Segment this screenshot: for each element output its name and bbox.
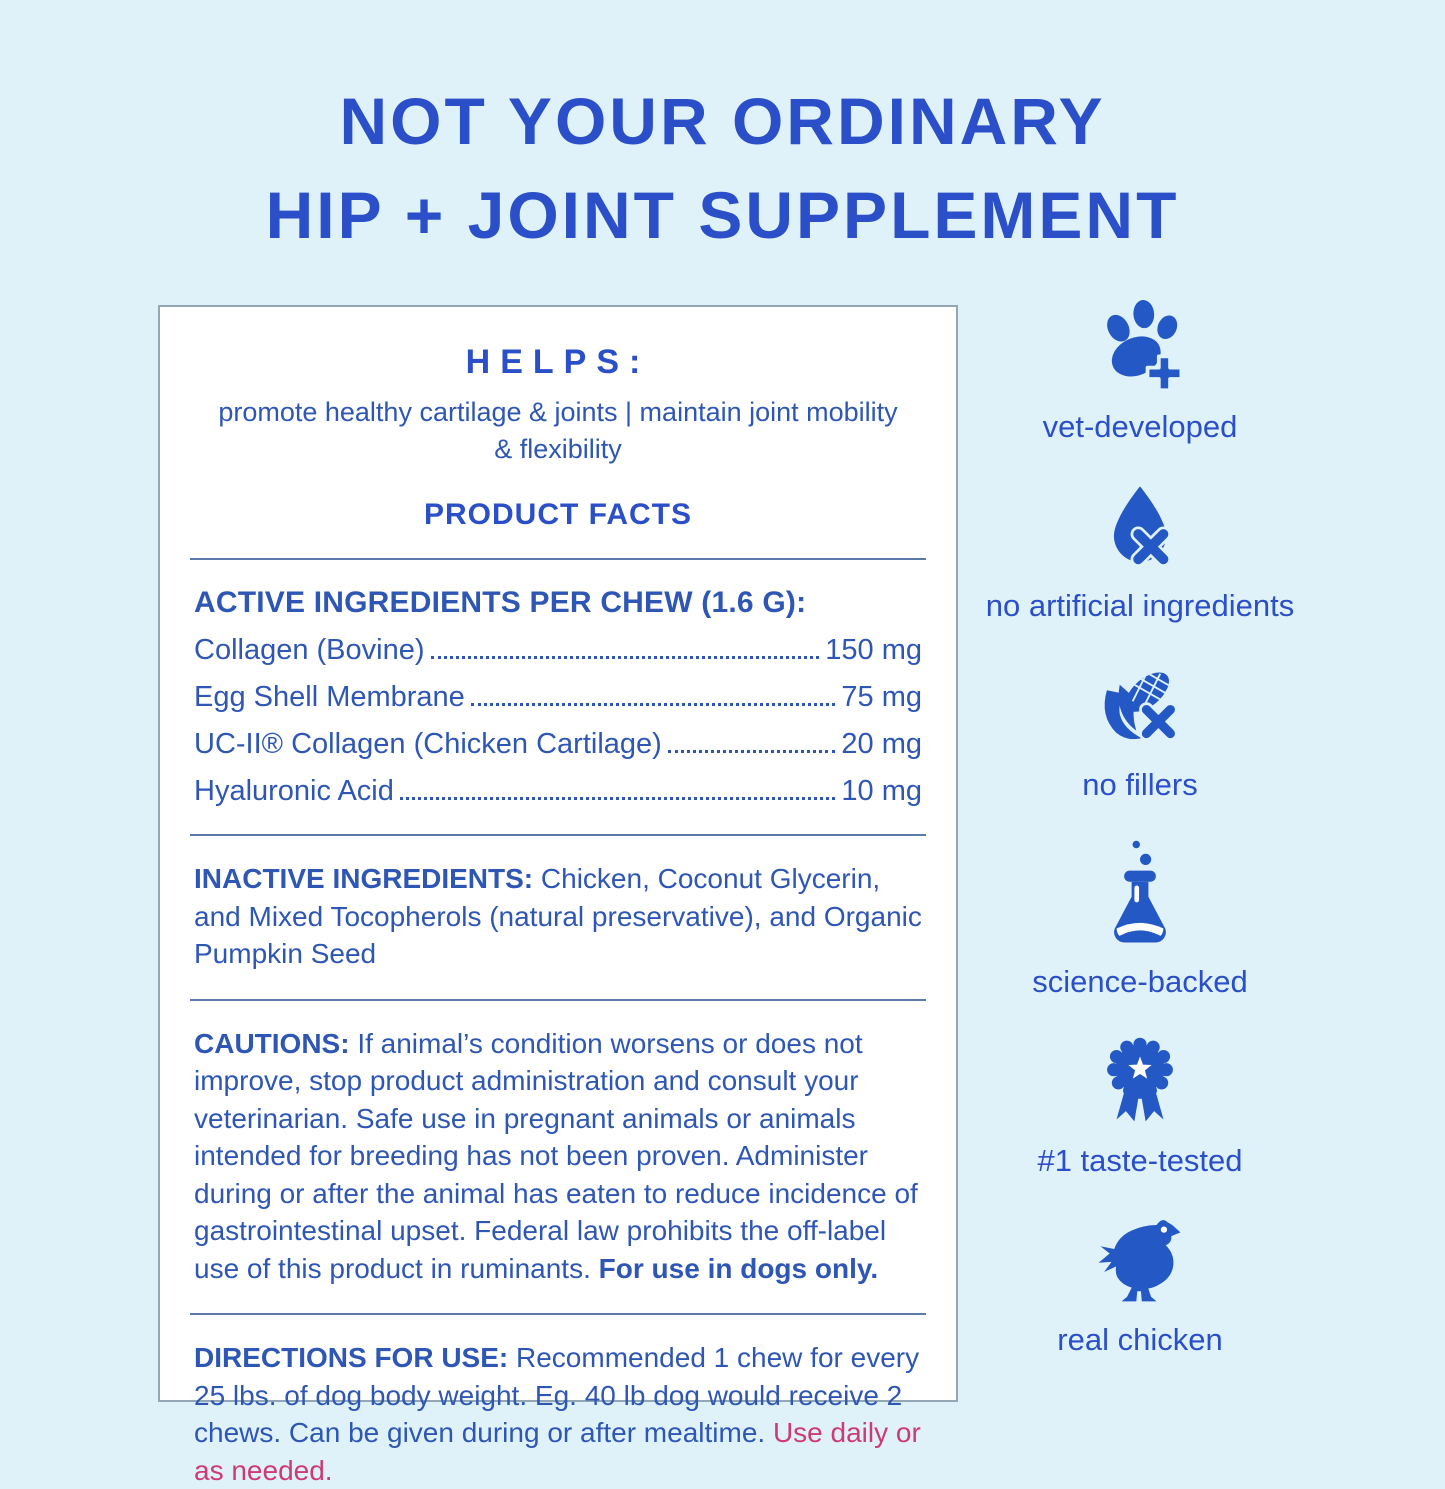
inactive-ingredients-paragraph: INACTIVE INGREDIENTS: Chicken, Coconut G…: [194, 860, 922, 973]
dotted-leader: [430, 656, 820, 659]
directions-text: Recommended 1 chew for every 25 lbs. of …: [194, 1342, 920, 1448]
benefit-science-backed: science-backed: [1032, 837, 1248, 1001]
ingredient-row: Collagen (Bovine) 150 mg: [194, 634, 922, 667]
active-ingredients-list: Collagen (Bovine) 150 mg Egg Shell Membr…: [194, 634, 922, 808]
ingredient-name: Egg Shell Membrane: [194, 681, 465, 713]
benefit-label: no fillers: [1082, 767, 1198, 802]
divider: [190, 834, 926, 836]
ingredient-value: 10 mg: [841, 775, 922, 807]
benefit-label: no artificial ingredients: [985, 588, 1295, 623]
page-title-line2: HIP + JOINT SUPPLEMENT: [265, 178, 1180, 252]
dotted-leader: [667, 750, 836, 753]
award-ribbon-icon: [1093, 1034, 1187, 1128]
cautions-bold-ending: For use in dogs only.: [598, 1252, 879, 1284]
corn-x-icon: [1093, 658, 1187, 752]
inactive-ingredients-text: Chicken, Coconut Glycerin, and Mixed Toc…: [194, 863, 922, 969]
ingredient-name: Collagen (Bovine): [194, 634, 425, 666]
benefit-taste-tested: #1 taste-tested: [1037, 1034, 1243, 1180]
inactive-ingredients-heading: INACTIVE INGREDIENTS:: [194, 863, 534, 894]
benefit-no-artificial: no artificial ingredients: [986, 479, 1294, 625]
divider: [190, 558, 926, 560]
dotted-leader: [470, 703, 836, 706]
directions-paragraph: DIRECTIONS FOR USE: Recommended 1 chew f…: [194, 1339, 922, 1489]
ingredient-row: UC-II® Collagen (Chicken Cartilage) 20 m…: [194, 728, 922, 761]
dotted-leader: [399, 797, 836, 800]
benefits-column: vet-developed no artificial ingredients: [980, 300, 1300, 1392]
paw-plus-icon: [1093, 300, 1187, 394]
ingredient-row: Hyaluronic Acid 10 mg: [194, 775, 922, 808]
droplet-x-icon: [1093, 479, 1187, 573]
benefit-real-chicken: real chicken: [1057, 1213, 1223, 1359]
flask-icon: [1093, 837, 1187, 949]
page-title: NOT YOUR ORDINARY HIP + JOINT SUPPLEMENT: [0, 74, 1445, 262]
product-facts-heading: PRODUCT FACTS: [424, 498, 692, 531]
chicken-icon: [1093, 1213, 1187, 1307]
active-ingredients-heading: ACTIVE INGREDIENTS PER CHEW (1.6 G):: [194, 586, 807, 619]
benefit-no-fillers: no fillers: [1082, 658, 1198, 804]
ingredient-value: 150 mg: [825, 634, 922, 666]
benefit-label: vet-developed: [1042, 409, 1238, 444]
cautions-paragraph: CAUTIONS: If animal’s condition worsens …: [194, 1025, 922, 1288]
ingredient-name: UC-II® Collagen (Chicken Cartilage): [194, 728, 662, 760]
helps-heading: HELPS:: [465, 343, 651, 381]
ingredient-value: 20 mg: [841, 728, 922, 760]
benefit-label: #1 taste-tested: [1037, 1143, 1243, 1178]
benefit-vet-developed: vet-developed: [1042, 300, 1238, 446]
ingredient-row: Egg Shell Membrane 75 mg: [194, 681, 922, 714]
helps-text: promote healthy cartilage & joints | mai…: [218, 397, 898, 464]
ingredient-value: 75 mg: [841, 681, 922, 713]
cautions-heading: CAUTIONS:: [194, 1027, 350, 1059]
directions-heading: DIRECTIONS FOR USE:: [194, 1342, 509, 1373]
divider: [190, 998, 926, 1001]
product-facts-card: HELPS: promote healthy cartilage & joint…: [158, 305, 958, 1486]
cautions-text: If animal’s condition worsens or does no…: [194, 1027, 918, 1284]
page-title-line1: NOT YOUR ORDINARY: [339, 84, 1106, 158]
benefit-label: real chicken: [1057, 1322, 1223, 1357]
ingredient-name: Hyaluronic Acid: [194, 775, 394, 807]
divider: [190, 1313, 926, 1315]
benefit-label: science-backed: [1032, 964, 1248, 999]
